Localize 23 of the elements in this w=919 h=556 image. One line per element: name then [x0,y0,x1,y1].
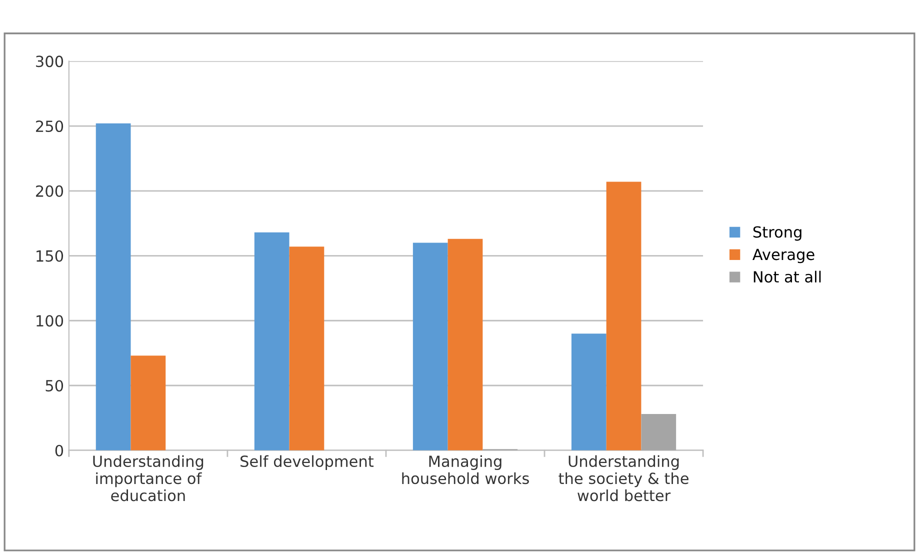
bar [606,182,642,450]
legend-label: Not at all [754,270,821,283]
x-tick-label: Managing household works [402,455,529,484]
bar [641,414,676,450]
x-tick-label: Understanding importance of education [93,455,204,502]
y-tick-label: 200 [36,185,64,197]
bar [289,246,324,450]
legend-label: Strong [753,226,802,241]
bar [254,232,290,450]
bar [448,238,483,450]
x-tick-label: Self development [240,455,374,470]
bar [130,356,166,450]
legend-label: Average [752,248,814,264]
y-tick-label: 0 [55,444,64,456]
y-tick-label: 150 [36,250,64,262]
x-tick-label: Understanding the society & the world better [558,455,688,502]
y-tick-label: 250 [36,120,64,132]
bar [412,242,448,450]
bar [96,123,131,450]
y-tick-label: 50 [46,380,64,392]
bar [571,334,606,450]
y-tick-label: 100 [36,315,64,327]
y-tick-label: 300 [36,56,64,68]
